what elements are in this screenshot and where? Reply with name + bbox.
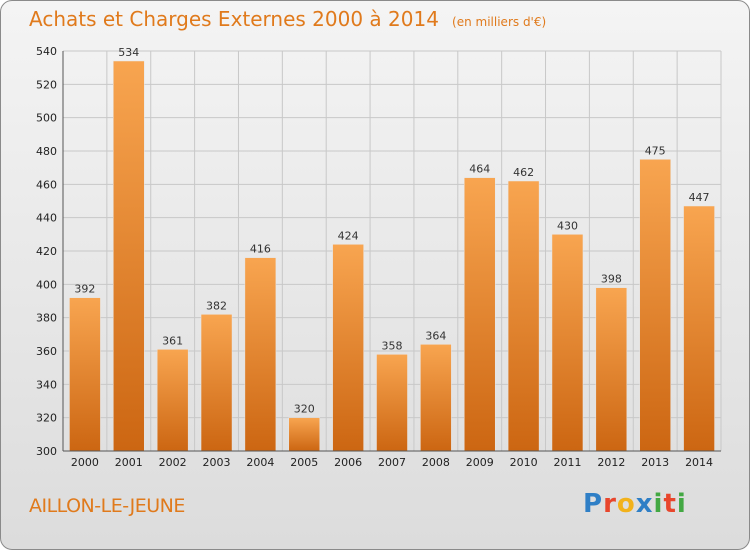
x-tick-label: 2006 [334, 456, 362, 469]
x-tick-label: 2009 [466, 456, 494, 469]
y-tick-label: 320 [36, 412, 57, 425]
bar-2000 [69, 297, 101, 452]
x-tick-label: 2014 [685, 456, 713, 469]
data-label: 392 [74, 283, 95, 296]
proxiti-logo: Proxiti [583, 489, 687, 519]
x-tick-label: 2013 [641, 456, 669, 469]
logo-letter: r [603, 489, 617, 519]
data-label: 364 [425, 329, 446, 342]
bar-2001 [113, 60, 145, 452]
y-tick-label: 380 [36, 312, 57, 325]
y-tick-label: 500 [36, 112, 57, 125]
y-tick-label: 520 [36, 78, 57, 91]
y-tick-label: 300 [36, 445, 57, 458]
logo-letter: o [616, 489, 636, 519]
data-label: 398 [601, 273, 622, 286]
bar-2003 [200, 314, 233, 452]
y-tick-label: 360 [36, 345, 57, 358]
data-label: 534 [118, 46, 139, 59]
commune-name: AILLON-LE-JEUNE [29, 495, 185, 517]
logo-letter: i [653, 489, 664, 519]
data-label: 447 [689, 191, 710, 204]
x-tick-label: 2000 [71, 456, 99, 469]
logo-letter: P [583, 489, 604, 519]
logo-letter: i [676, 489, 687, 519]
bar-2014 [683, 205, 715, 452]
x-tick-label: 2011 [553, 456, 581, 469]
bar-2012 [595, 287, 628, 452]
y-tick-label: 480 [36, 145, 57, 158]
y-tick-label: 340 [36, 378, 57, 391]
y-tick-label: 440 [36, 212, 57, 225]
bar-2007 [376, 354, 408, 452]
y-tick-label: 420 [36, 245, 57, 258]
x-tick-label: 2003 [203, 456, 231, 469]
bar-2002 [156, 349, 189, 452]
data-label: 358 [382, 339, 403, 352]
data-label: 462 [513, 166, 534, 179]
bar-2009 [463, 177, 496, 452]
data-label: 464 [469, 163, 490, 176]
bar-2013 [639, 159, 671, 452]
bars [69, 60, 715, 452]
x-tick-label: 2002 [159, 456, 187, 469]
bar-2006 [332, 244, 364, 452]
data-label: 416 [250, 243, 271, 256]
x-tick-label: 2012 [597, 456, 625, 469]
chart-title: Achats et Charges Externes 2000 à 2014 [29, 7, 439, 31]
bar-2005 [288, 417, 321, 452]
x-tick-label: 2004 [246, 456, 274, 469]
data-label: 361 [162, 334, 183, 347]
chart-unit: (en milliers d'€) [452, 15, 547, 29]
logo-letter: t [663, 489, 677, 519]
x-tick-label: 2010 [510, 456, 538, 469]
y-tick-label: 400 [36, 278, 57, 291]
data-label: 475 [645, 144, 666, 157]
x-tick-label: 2007 [378, 456, 406, 469]
bar-2010 [507, 180, 540, 452]
axes: 300 320 340 360 380 400 420 440 460 480 500 520 540 2… [36, 45, 721, 469]
bar-2011 [551, 234, 584, 452]
data-label: 430 [557, 219, 578, 232]
bar-2004 [244, 257, 277, 452]
x-tick-label: 2001 [115, 456, 143, 469]
x-tick-label: 2005 [290, 456, 318, 469]
data-label: 424 [338, 229, 359, 242]
chart-title-block: Achats et Charges Externes 2000 à 2014 (… [29, 7, 546, 31]
data-label: 320 [294, 403, 315, 416]
y-tick-label: 460 [36, 178, 57, 191]
logo-letter: x [635, 489, 654, 519]
data-labels: 392 534 361 382 416 320 424 358 364 464 462 430 398 4… [74, 46, 709, 416]
data-label: 382 [206, 299, 227, 312]
x-tick-label: 2008 [422, 456, 450, 469]
bar-2008 [420, 344, 452, 452]
y-tick-label: 540 [36, 45, 57, 58]
